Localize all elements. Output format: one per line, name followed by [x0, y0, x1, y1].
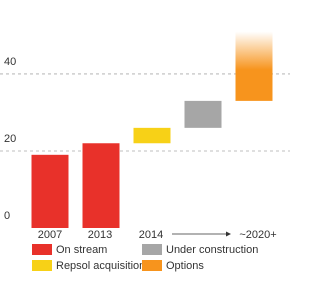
legend-label: Repsol acquisition — [56, 260, 145, 272]
arrow-head — [226, 231, 231, 237]
legend-label: Under construction — [166, 244, 258, 256]
chart: 0 20 40 2007 2013 2014 ~2020+ On stream Under … — [0, 31, 290, 272]
legend-swatch — [32, 260, 52, 271]
legend-swatch — [32, 244, 52, 255]
bars: 2007 2013 2014 ~2020+ — [31, 31, 277, 241]
x-tick-label: 2014 — [139, 229, 163, 241]
x-tick-label: 2013 — [88, 229, 112, 241]
legend-swatch — [142, 260, 162, 271]
bar — [235, 31, 273, 101]
legend: On stream Under construction Repsol acquis… — [32, 244, 258, 272]
bar — [184, 100, 222, 128]
y-tick-label: 40 — [4, 56, 16, 68]
y-tick-label: 0 — [4, 210, 10, 222]
legend-swatch — [142, 244, 162, 255]
bar — [133, 127, 171, 144]
legend-label: Options — [166, 260, 204, 272]
y-tick-label: 20 — [4, 133, 16, 145]
legend-label: On stream — [56, 244, 107, 256]
x-tick-label: ~2020+ — [239, 229, 276, 241]
bar — [31, 154, 69, 228]
x-tick-label: 2007 — [38, 229, 62, 241]
bar — [82, 143, 120, 228]
